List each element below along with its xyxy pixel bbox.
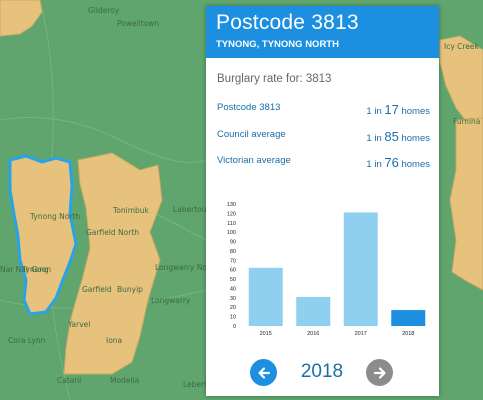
postcode-region[interactable] [0, 0, 43, 37]
burglary-bar-chart: 0 10 20 30 40 50 60 70 80 90 100 110 120 130 2015 2016 2… [227, 202, 426, 337]
y-tick-label: 60 [230, 268, 236, 274]
arrow-right-icon [373, 366, 386, 379]
stat-row-victoria: Victorian average 1 in 76 homes [217, 153, 430, 170]
stat-row-council: Council average 1 in 85 homes [217, 127, 430, 144]
y-tick-label: 0 [233, 324, 236, 330]
map-label: Yarvel [68, 320, 91, 329]
map-label: Cora Lynn [8, 336, 46, 345]
y-tick-label: 90 [230, 240, 236, 246]
map-label: Gilderoy [88, 6, 120, 15]
map-label: Catani [57, 376, 82, 385]
postcode-region[interactable] [63, 152, 163, 375]
year-navigator: 2018 [206, 358, 439, 388]
y-tick-label: 120 [227, 211, 236, 217]
stat-prefix: 1 in [366, 106, 385, 117]
y-tick-label: 10 [230, 315, 236, 321]
stat-number: 76 [384, 155, 399, 170]
map-label: Nar Nar Goon [0, 265, 52, 274]
map-label: Modella [110, 376, 140, 385]
y-tick-label: 130 [227, 202, 236, 208]
stat-value: 1 in 85 homes [366, 129, 430, 144]
map-label: Bunyip [117, 285, 143, 294]
stat-suffix: homes [398, 106, 430, 117]
map-label: Fumina S [453, 117, 483, 126]
panel-header: Postcode 3813 TYNONG, TYNONG NORTH [206, 6, 439, 58]
stat-suffix: homes [398, 133, 430, 144]
map-label: Tonimbuk [113, 206, 149, 215]
map-label: Labertouche [173, 205, 221, 214]
x-tick-label: 2015 [260, 331, 272, 337]
y-tick-label: 40 [230, 286, 236, 292]
road [0, 117, 207, 163]
y-tick-label: 50 [230, 277, 236, 283]
bar-2016 [296, 296, 331, 326]
map-label: Tynong [22, 265, 49, 274]
arrow-left-icon [257, 366, 270, 379]
stat-prefix: 1 in [366, 159, 385, 170]
stat-suffix: homes [398, 159, 430, 170]
stat-prefix: 1 in [366, 133, 385, 144]
map-label: Garfield North [86, 228, 140, 237]
stat-label: Victorian average [217, 155, 291, 166]
stat-number: 85 [384, 129, 399, 144]
burglary-rate-heading: Burglary rate for: 3813 [217, 73, 332, 85]
y-tick-label: 110 [227, 221, 236, 227]
map-label: Powelltown [117, 19, 160, 28]
selected-postcode-region[interactable] [8, 154, 78, 316]
postcode-region[interactable] [449, 117, 483, 291]
map-label: Longwarry North [155, 263, 218, 272]
y-tick-label: 70 [230, 258, 236, 264]
y-tick-label: 20 [230, 305, 236, 311]
stat-value: 1 in 76 homes [366, 155, 430, 170]
bar-2018 [391, 310, 426, 326]
stat-label: Postcode 3813 [217, 102, 281, 113]
info-panel: Postcode 3813 TYNONG, TYNONG NORTH Burgl… [206, 6, 439, 396]
y-tick-label: 100 [227, 230, 236, 236]
y-tick-label: 30 [230, 296, 236, 302]
map-label: Lebertt [183, 380, 211, 389]
stat-value: 1 in 17 homes [366, 102, 430, 117]
map-label: Iona [106, 336, 123, 345]
stat-row-postcode: Postcode 3813 1 in 17 homes [217, 100, 430, 117]
map-label: Garfield [82, 285, 112, 294]
y-tick-label: 80 [230, 249, 236, 255]
map-label: Tynong North [30, 212, 81, 221]
bar-2017 [343, 212, 378, 326]
stat-label: Council average [217, 129, 286, 140]
x-tick-label: 2016 [307, 331, 319, 337]
stat-number: 17 [384, 102, 399, 117]
selected-year: 2018 [300, 361, 344, 382]
bar-2015 [248, 267, 283, 326]
previous-year-button[interactable] [250, 359, 277, 386]
map-label: Longwarry [151, 296, 191, 305]
postcode-title: Postcode 3813 [216, 11, 359, 34]
x-tick-label: 2017 [355, 331, 367, 337]
suburb-subtitle: TYNONG, TYNONG NORTH [216, 39, 339, 50]
map-label: Icy Creek [444, 42, 479, 51]
x-tick-label: 2018 [402, 331, 414, 337]
next-year-button[interactable] [366, 359, 393, 386]
